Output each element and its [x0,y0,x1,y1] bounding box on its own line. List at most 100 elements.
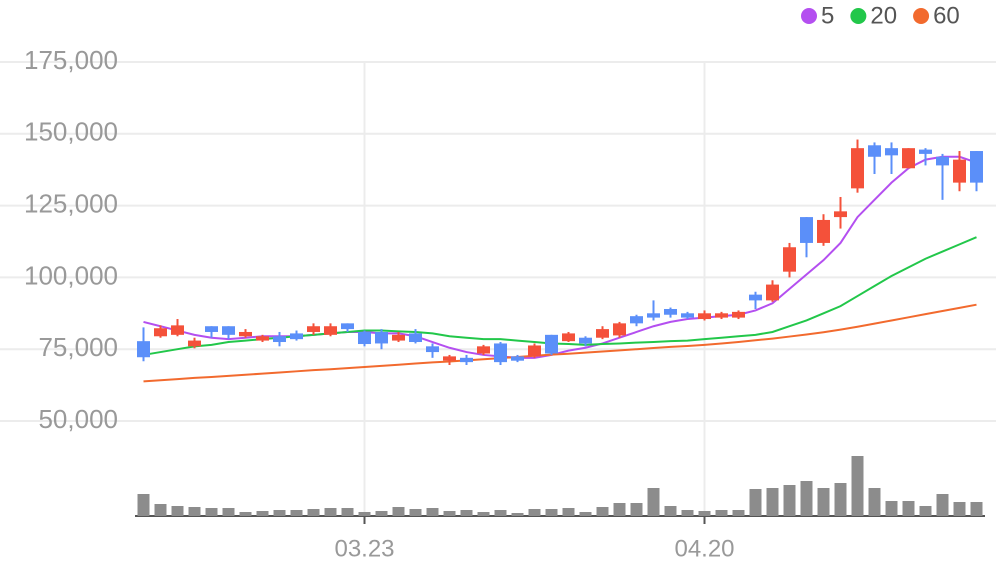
volume-bar [613,503,626,516]
volume-bar [630,503,643,516]
candle-body [375,331,388,344]
candle-body [477,346,490,354]
volume-bar [239,512,252,516]
legend-marker [850,8,867,24]
candle-body [817,219,830,243]
candle-body [307,326,320,332]
volume-bar [528,509,541,516]
legend-label: 20 [870,2,897,29]
volume-bar [307,509,320,516]
candle-body [579,337,592,344]
volume-bar [749,489,762,516]
candle-body [647,313,660,318]
volume-bar [273,510,286,516]
legend: 5 20 60 [801,2,960,29]
volume-bar [545,509,558,516]
volume-bar [392,507,405,516]
volume-bar [171,506,184,516]
candle-body [426,346,439,353]
candle-body [256,336,269,341]
volume-bar [409,509,422,516]
candle-body [460,357,473,363]
candle-body [154,328,167,337]
candle-body [851,148,864,189]
volume-bar [222,508,235,516]
volume-bar [426,508,439,516]
candle-body [664,308,677,315]
candle-body [205,326,218,332]
volume-bar [715,510,728,516]
y-tick-label: 75,000 [38,332,118,362]
volume-bar [817,488,830,516]
candle-body [868,145,881,157]
volume-bar [137,494,150,516]
candle-body [188,340,201,347]
y-tick-label: 100,000 [24,260,118,290]
candle-body [749,294,762,301]
candle-body [885,148,898,156]
volume-bar [800,481,813,516]
candle-body [528,345,541,357]
volume-bar [681,510,694,516]
candle-body [596,329,609,338]
candle-body [936,156,949,166]
volume-bar [732,510,745,516]
candle-body [732,311,745,318]
x-tick-label: 03.23 [334,535,394,562]
legend-marker [913,8,930,24]
candle-body [902,148,915,169]
candle-body [341,323,354,330]
candle-body [783,247,796,272]
volume-bar [375,511,388,516]
candle-body [715,313,728,318]
legend-label: 5 [821,2,834,29]
volume-bar [579,512,592,516]
volume-bar [256,511,269,516]
volume-bar [885,501,898,516]
volume-bar [936,494,949,516]
volume-bar [494,510,507,516]
candle-body [800,217,813,243]
candle-body [290,333,303,340]
candle-body [137,341,150,358]
candle-body [511,356,524,361]
volume-bar [460,510,473,516]
candle-body [562,333,575,342]
y-tick-label: 125,000 [24,188,118,218]
volume-bar [358,512,371,516]
x-tick-label: 04.20 [674,535,734,562]
volume-bar [290,510,303,516]
volume-bar [341,508,354,516]
y-tick-label: 150,000 [24,117,118,147]
candle-body [698,313,711,320]
volume-bar [868,488,881,516]
ma-line [143,303,977,383]
candle-body [970,151,983,183]
volume-bar [919,506,932,516]
volume-bar [562,508,575,516]
volume-bar [698,511,711,516]
candle-body [324,326,337,335]
volume-bar [664,506,677,516]
candle-body [171,325,184,335]
volume-bar [324,508,337,516]
candle-body [222,326,235,335]
volume-bar [953,502,966,516]
candle-body [834,211,847,218]
candle-body [919,149,932,154]
volume-bar [851,456,864,516]
volume-bar [783,485,796,516]
candle-body [409,333,422,343]
volume-bar [596,507,609,516]
volume-bar [188,507,201,516]
candle-body [681,313,694,318]
volume-bar [477,512,490,516]
volume-bar [834,483,847,516]
volume-bar [766,488,779,516]
volume-bar [970,502,983,516]
candle-body [630,316,643,324]
candle-body [273,336,286,343]
volume-bar [205,508,218,516]
volume-bar [154,504,167,516]
